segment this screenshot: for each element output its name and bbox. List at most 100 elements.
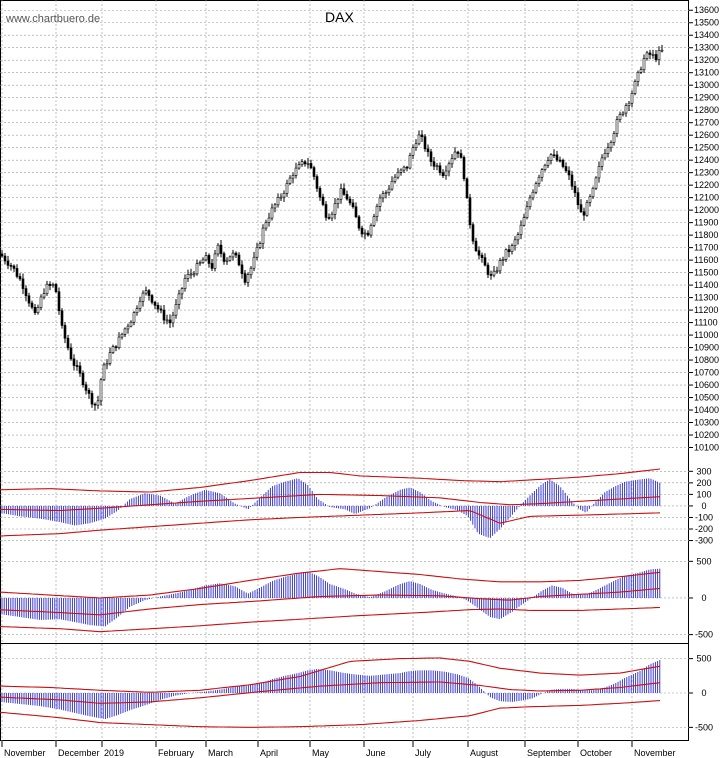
candle xyxy=(237,252,241,267)
candle xyxy=(351,199,355,209)
y-tick-label: 13200 xyxy=(694,55,719,65)
candle xyxy=(282,190,286,202)
y-tick-label: 13300 xyxy=(694,43,719,53)
candle xyxy=(195,259,199,276)
y-tick-label: 11100 xyxy=(694,318,718,328)
band-mid xyxy=(0,493,661,512)
y-tick-label: 10900 xyxy=(694,343,719,353)
candle xyxy=(552,149,556,158)
y-tick-label: 500 xyxy=(696,654,711,664)
y-tick-label: 10700 xyxy=(694,368,719,378)
candle xyxy=(624,103,628,117)
y-tick-label: 10600 xyxy=(694,380,719,390)
candle xyxy=(657,46,661,66)
candle xyxy=(129,320,133,328)
candle xyxy=(504,248,508,262)
candle xyxy=(0,250,4,258)
candle xyxy=(81,370,85,388)
candle xyxy=(222,251,226,265)
candle xyxy=(489,270,493,280)
candle xyxy=(192,271,196,278)
candle xyxy=(645,50,649,61)
candle xyxy=(153,300,157,310)
candle xyxy=(105,359,109,370)
candle xyxy=(402,165,406,174)
candle xyxy=(579,199,583,213)
candle xyxy=(90,390,94,408)
candle xyxy=(63,322,67,344)
candle xyxy=(183,274,187,292)
candle xyxy=(84,381,88,395)
candle xyxy=(585,199,589,217)
y-tick-label: 0 xyxy=(701,688,706,698)
candle xyxy=(471,222,475,245)
candle xyxy=(123,327,127,338)
candle xyxy=(498,257,502,274)
candle xyxy=(57,287,61,315)
candle xyxy=(258,241,262,250)
candle xyxy=(267,212,271,227)
candle xyxy=(531,189,535,201)
candle xyxy=(348,196,352,206)
candle xyxy=(393,174,397,184)
x-axis: November December 2019 February March April Ma… xyxy=(1,741,676,758)
candle xyxy=(507,244,511,258)
y-tick-label: 13500 xyxy=(694,18,719,28)
indicator-panes xyxy=(0,468,661,728)
candle xyxy=(387,185,391,196)
candle xyxy=(3,252,7,265)
candle xyxy=(189,268,193,279)
candle xyxy=(228,255,232,262)
candle xyxy=(522,213,526,227)
candle xyxy=(339,183,343,204)
x-tick-label: August xyxy=(470,748,499,758)
candle xyxy=(582,207,586,221)
band-upper xyxy=(0,657,661,693)
candle xyxy=(474,237,478,253)
candle xyxy=(126,323,130,334)
candle xyxy=(384,190,388,199)
y-tick-label: 11600 xyxy=(694,255,718,265)
candle xyxy=(354,202,358,219)
candle xyxy=(357,215,361,231)
candle xyxy=(321,193,325,207)
candle xyxy=(486,262,490,278)
candle xyxy=(312,165,316,180)
candle xyxy=(327,213,331,220)
candle xyxy=(573,181,577,198)
candle xyxy=(294,162,298,179)
candle xyxy=(6,255,10,270)
y-tick-label: -300 xyxy=(695,536,713,546)
y-tick-label: 13100 xyxy=(694,68,719,78)
candle xyxy=(495,266,499,274)
candle xyxy=(333,198,337,220)
candle xyxy=(87,387,91,399)
candle xyxy=(588,194,592,207)
candle xyxy=(132,311,136,326)
candle xyxy=(360,225,364,238)
candle xyxy=(75,360,79,371)
candle xyxy=(525,201,529,220)
candle xyxy=(603,148,607,160)
chart-frame xyxy=(0,0,689,741)
candle xyxy=(378,194,382,212)
candle xyxy=(660,44,664,53)
candle xyxy=(648,49,652,60)
candle xyxy=(48,281,52,291)
candle xyxy=(33,304,37,315)
candle xyxy=(165,314,169,325)
candle xyxy=(270,203,274,221)
candle xyxy=(372,213,376,227)
candle xyxy=(201,257,205,264)
candle xyxy=(180,287,184,300)
y-tick-label: 12500 xyxy=(694,143,719,153)
y-tick-label: 12700 xyxy=(694,118,719,128)
y-tick-label: 13000 xyxy=(694,80,719,90)
candle xyxy=(213,250,217,272)
candle xyxy=(609,140,613,152)
y-tick-label: 11200 xyxy=(694,305,718,315)
candle xyxy=(516,232,520,245)
x-tick-label: February xyxy=(158,748,195,758)
candle xyxy=(210,258,214,271)
